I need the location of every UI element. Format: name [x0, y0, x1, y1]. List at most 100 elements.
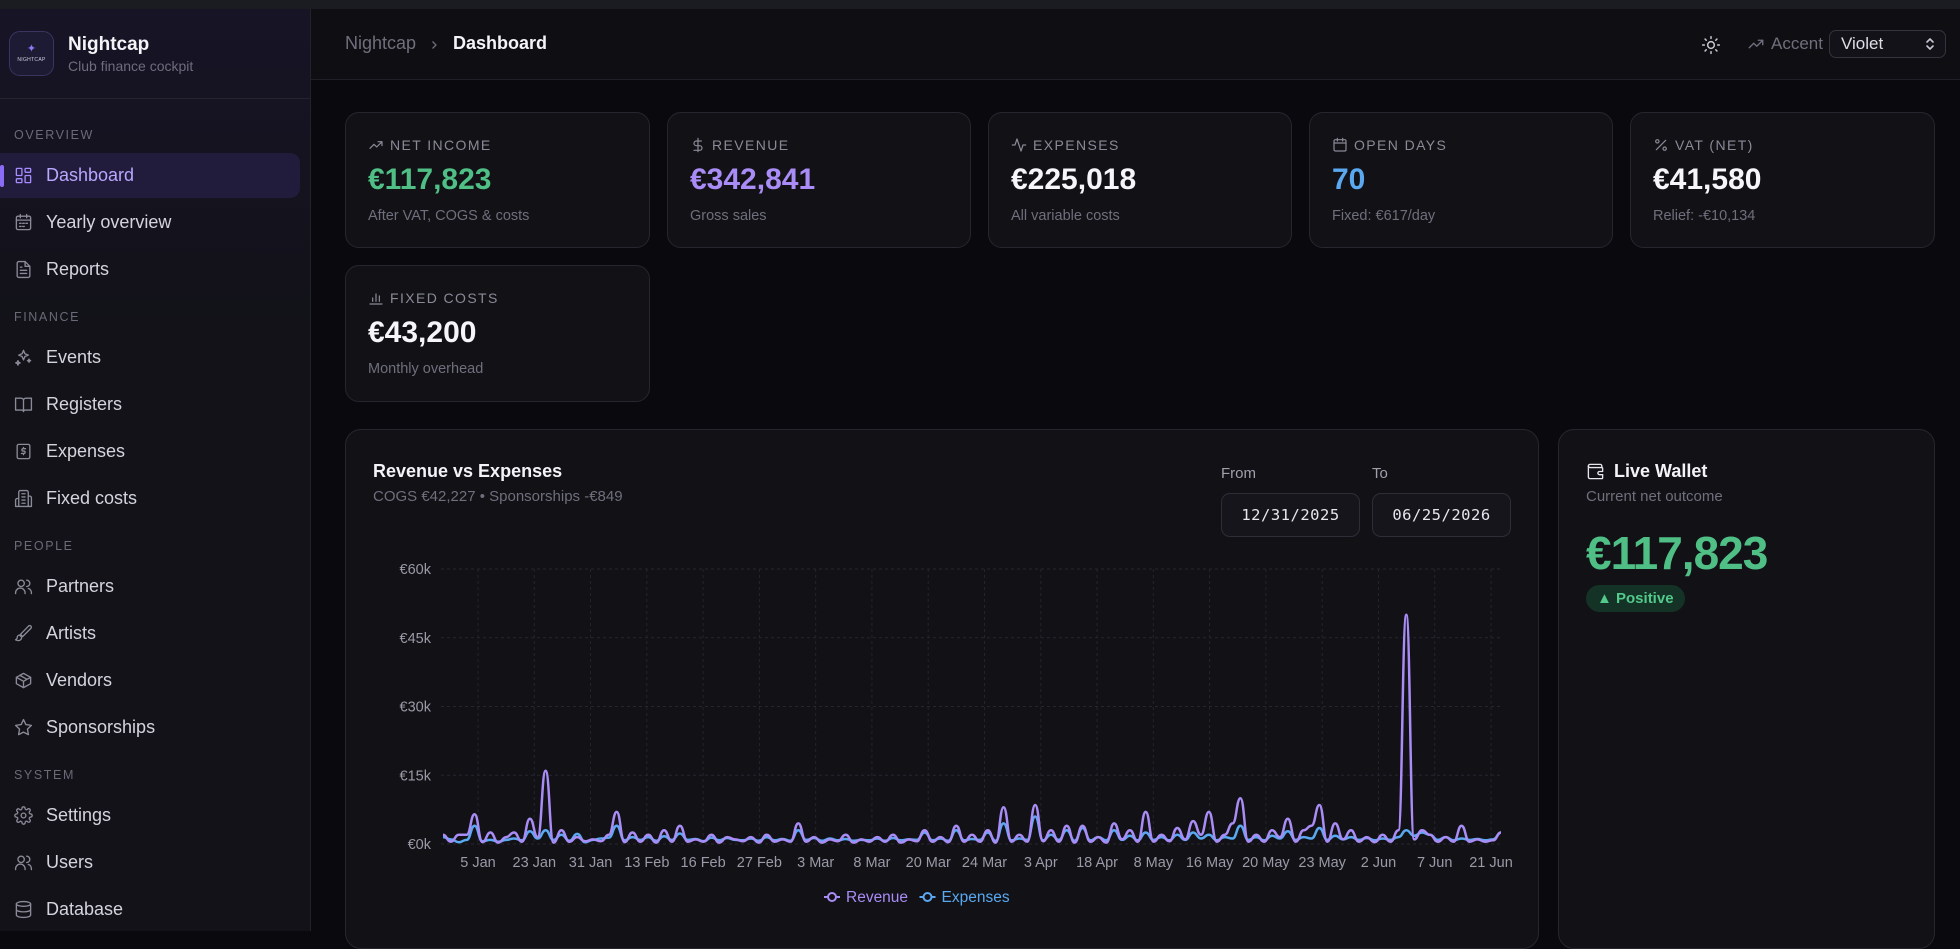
revenue-expenses-chart: €0k €15k €30k €45k €60k 5 Jan 23 Jan 31 Jan 13 F…: [400, 562, 1513, 906]
kpi-label-text: EXPENSES: [1033, 137, 1120, 153]
sidebar-item-sponsorships[interactable]: Sponsorships: [0, 705, 300, 750]
legend-marker: [922, 892, 933, 902]
sidebar-item-label: Database: [46, 899, 124, 919]
kpi-card-expenses: EXPENSES €225,018 All variable costs: [988, 112, 1292, 248]
x-tick-label: 31 Jan: [569, 855, 613, 871]
sidebar-item-fixed-costs[interactable]: Fixed costs: [0, 476, 300, 521]
dashboard-icon: [15, 167, 32, 184]
to-label: To: [1372, 465, 1388, 482]
nav-section-overview: OVERVIEW: [14, 128, 94, 142]
sidebar-item-yearly-overview[interactable]: Yearly overview: [0, 200, 300, 245]
x-tick-label: 27 Feb: [737, 855, 782, 871]
wallet-subtitle: Current net outcome: [1586, 488, 1723, 505]
to-date-input[interactable]: 06/25/2026: [1372, 493, 1511, 537]
sidebar-item-label: Dashboard: [46, 165, 135, 185]
revenue-expenses-panel: Revenue vs Expenses COGS €42,227 • Spons…: [345, 429, 1539, 949]
legend-label: Revenue: [846, 889, 908, 906]
brand-subtitle: Club finance cockpit: [68, 57, 194, 74]
window-top-strip: [0, 0, 1960, 9]
kpi-label-text: VAT (NET): [1675, 137, 1754, 153]
kpi-sub: Monthly overhead: [368, 361, 484, 377]
sidebar-item-reports[interactable]: Reports: [0, 247, 300, 292]
sidebar-item-label: Registers: [46, 394, 123, 414]
status-badge: ▲ Positive: [1586, 585, 1685, 612]
sidebar-item-database[interactable]: Database: [0, 887, 300, 932]
x-tick-label: 8 May: [1134, 855, 1174, 871]
sidebar-item-label: Users: [46, 852, 94, 872]
kpi-label: VAT (NET): [1653, 137, 1754, 153]
wallet-title: Live Wallet: [1586, 461, 1707, 482]
x-tick-label: 2 Jun: [1361, 855, 1396, 871]
x-tick-label: 24 Mar: [962, 855, 1007, 871]
x-tick-label: 7 Jun: [1417, 855, 1452, 871]
sun-icon[interactable]: [1701, 35, 1721, 55]
y-tick-label: €0k: [408, 837, 432, 853]
kpi-sub: All variable costs: [1011, 208, 1120, 224]
kpi-label-text: NET INCOME: [390, 137, 492, 153]
percent-icon: [1655, 139, 1667, 151]
y-tick-label: €30k: [400, 700, 432, 716]
live-wallet-panel: Live Wallet Current net outcome €117,823…: [1558, 429, 1935, 949]
sidebar-item-label: Partners: [46, 576, 115, 596]
sparkles-icon: [15, 349, 32, 366]
kpi-card-fixed-costs: FIXED COSTS €43,200 Monthly overhead: [345, 265, 650, 402]
sidebar-item-artists[interactable]: Artists: [0, 611, 300, 656]
kpi-card-net-income: NET INCOME €117,823 After VAT, COGS & co…: [345, 112, 650, 248]
file-text-icon: [16, 260, 31, 279]
chevron-up-down-icon: [1926, 38, 1934, 50]
x-tick-label: 16 Feb: [681, 855, 726, 871]
bar-chart-icon: [369, 293, 383, 305]
kpi-card-open-days: OPEN DAYS 70 Fixed: €617/day: [1309, 112, 1613, 248]
brand[interactable]: ✦ NIGHTCAP Nightcap Club finance cockpit: [0, 9, 310, 99]
kpi-sub: After VAT, COGS & costs: [368, 208, 530, 224]
sidebar-item-events[interactable]: Events: [0, 335, 300, 380]
book-open-icon: [14, 397, 33, 413]
sidebar-item-partners[interactable]: Partners: [0, 564, 300, 609]
sidebar-item-vendors[interactable]: Vendors: [0, 658, 300, 703]
sidebar-item-registers[interactable]: Registers: [0, 382, 300, 427]
nav-section-people: PEOPLE: [14, 539, 74, 553]
breadcrumb-current: Dashboard: [453, 33, 548, 53]
sidebar: ✦ NIGHTCAP Nightcap Club finance cockpit…: [0, 9, 311, 931]
sidebar-item-label: Sponsorships: [46, 717, 156, 737]
users-icon: [14, 579, 33, 595]
chevron-right-icon: [432, 41, 437, 49]
accent-label-text: Accent: [1771, 34, 1823, 53]
sidebar-item-label: Fixed costs: [46, 488, 138, 508]
sidebar-item-settings[interactable]: Settings: [0, 793, 300, 838]
gear-icon: [14, 806, 33, 825]
wallet-title-text: Live Wallet: [1614, 461, 1708, 481]
from-date-input[interactable]: 12/31/2025: [1221, 493, 1360, 537]
sidebar-item-label: Reports: [46, 259, 110, 279]
from-label: From: [1221, 465, 1256, 482]
sidebar-item-expenses[interactable]: Expenses: [0, 429, 300, 474]
kpi-label-text: REVENUE: [712, 137, 790, 153]
package-icon: [15, 672, 32, 689]
kpi-label: FIXED COSTS: [368, 290, 499, 306]
x-tick-label: 3 Apr: [1024, 855, 1058, 871]
accent-select[interactable]: Violet: [1829, 30, 1946, 58]
receipt-icon: [16, 443, 31, 460]
users-icon: [14, 855, 33, 871]
sidebar-item-label: Events: [46, 347, 102, 367]
sidebar-item-dashboard[interactable]: Dashboard: [0, 153, 300, 198]
x-tick-label: 5 Jan: [460, 855, 495, 871]
x-tick-label: 18 Apr: [1076, 855, 1118, 871]
brand-logo: ✦ NIGHTCAP: [9, 31, 54, 76]
x-tick-label: 20 May: [1242, 855, 1290, 871]
kpi-label: EXPENSES: [1011, 137, 1120, 153]
kpi-label: REVENUE: [690, 137, 789, 153]
kpi-sub: Gross sales: [690, 208, 767, 224]
kpi-label-text: FIXED COSTS: [390, 290, 499, 306]
sidebar-item-label: Yearly overview: [46, 212, 172, 232]
breadcrumb-root[interactable]: Nightcap: [345, 33, 417, 53]
y-tick-label: €15k: [400, 768, 432, 784]
nav-section-system: SYSTEM: [14, 768, 75, 782]
x-tick-label: 23 May: [1298, 855, 1346, 871]
y-tick-label: €45k: [400, 631, 432, 647]
kpi-label: NET INCOME: [368, 137, 492, 153]
chart-title: Revenue vs Expenses: [373, 461, 563, 481]
y-tick-label: €60k: [400, 562, 432, 578]
sidebar-item-label: Settings: [46, 805, 112, 825]
sidebar-item-users[interactable]: Users: [0, 840, 300, 885]
